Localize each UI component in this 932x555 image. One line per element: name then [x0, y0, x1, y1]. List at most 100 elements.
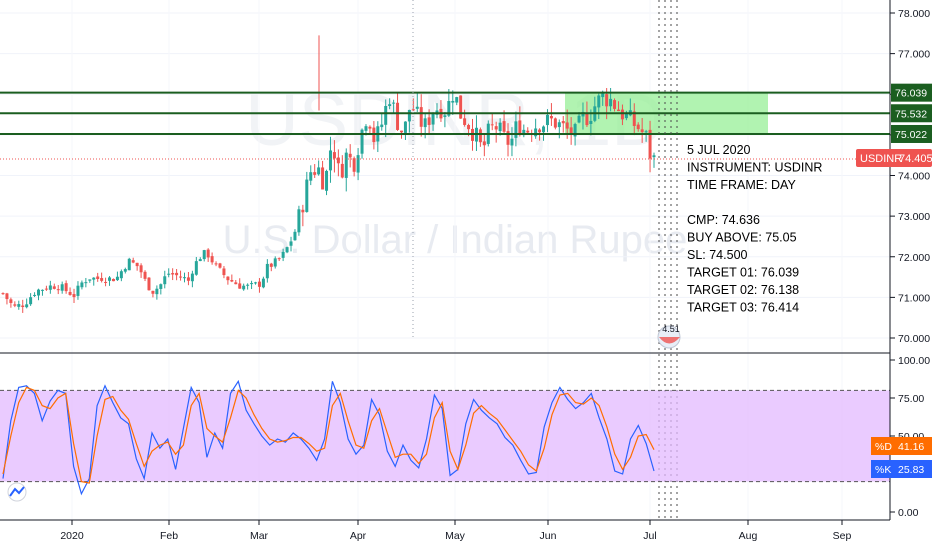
- candle-body: [60, 284, 64, 291]
- candle-body: [210, 256, 214, 263]
- candle-body: [348, 153, 352, 158]
- candle-body: [92, 277, 96, 280]
- candle-body: [644, 131, 648, 133]
- candle-body: [147, 277, 151, 291]
- candle-body: [518, 120, 522, 135]
- candle-body: [589, 120, 593, 124]
- candle-body: [198, 259, 202, 262]
- time-tick-label: Jul: [643, 530, 656, 542]
- candle-body: [455, 97, 459, 103]
- candle-body: [139, 265, 143, 273]
- candle-body: [328, 150, 332, 171]
- candle-body: [25, 304, 29, 308]
- candle-body: [143, 271, 147, 279]
- candle-body: [317, 167, 321, 175]
- candle-body: [119, 271, 123, 279]
- candle-body: [506, 131, 510, 145]
- candle-body: [648, 129, 652, 159]
- annotation-line: SL: 74.500: [687, 248, 748, 262]
- level-tags: 76.039 75.532 75.022: [891, 83, 932, 143]
- candle-body: [356, 155, 360, 173]
- candle-body: [419, 107, 423, 127]
- indicator-tag-bg: [871, 437, 932, 455]
- candle-body: [313, 172, 317, 175]
- price-tick-label: 71.000: [898, 292, 930, 304]
- candle-body: [380, 124, 384, 128]
- time-tick-label: Sep: [833, 530, 852, 542]
- candle-body: [411, 109, 415, 111]
- candle-body: [100, 278, 104, 281]
- indicator-tag-value: 25.83: [898, 464, 924, 476]
- candle-body: [636, 124, 640, 130]
- candle-body: [250, 283, 254, 285]
- candle-body: [159, 284, 163, 289]
- event-badge-label: 4.51: [662, 324, 680, 334]
- candle-body: [242, 285, 246, 290]
- candle-body: [459, 95, 463, 119]
- candle-body: [293, 231, 297, 241]
- stoch-lines: [2, 379, 655, 496]
- candle-body: [478, 129, 482, 143]
- candle-body: [447, 100, 451, 116]
- price-tick-label: 77.000: [898, 49, 930, 61]
- candle-body: [577, 115, 581, 123]
- candle-body: [238, 283, 242, 289]
- candle-body: [344, 152, 348, 178]
- candle-body: [573, 124, 577, 137]
- price-tick-label: 78.000: [898, 8, 930, 20]
- candle-body: [616, 109, 620, 112]
- candle-body: [399, 130, 403, 133]
- annotation-line: TARGET 03: 76.414: [687, 301, 799, 315]
- level-tag-bg: [891, 83, 932, 102]
- candle-body: [246, 284, 250, 286]
- candle-body: [182, 277, 186, 279]
- level-tag-bg: [891, 104, 932, 123]
- candle-body: [64, 283, 68, 292]
- candle-body: [179, 276, 183, 278]
- candle-body: [597, 95, 601, 108]
- flag-icon: [659, 337, 680, 344]
- candle-body: [553, 118, 557, 128]
- price-tick-label: 72.000: [898, 252, 930, 264]
- osc-tick-label: 0.00: [898, 507, 919, 519]
- candle-body: [5, 293, 9, 300]
- candle-body: [510, 138, 514, 146]
- candle-body: [214, 263, 218, 265]
- candle-body: [88, 279, 92, 281]
- level-tag-bg: [891, 124, 932, 143]
- candle-body: [498, 122, 502, 132]
- candle-body: [13, 304, 17, 306]
- candle-body: [155, 288, 159, 295]
- annotation-line: INSTRUMENT: USDINR: [687, 161, 822, 175]
- event-badge[interactable]: 4.51: [657, 324, 681, 349]
- candle-body: [1, 293, 5, 295]
- candle-body: [549, 116, 553, 119]
- candle-body: [640, 129, 644, 133]
- annotation-line: 5 JUL 2020: [687, 143, 751, 157]
- indicator-settings-icon[interactable]: [7, 482, 27, 502]
- candle-body: [388, 104, 392, 106]
- candle-body: [261, 278, 265, 288]
- candle-body: [538, 129, 542, 133]
- candle-body: [522, 129, 526, 136]
- time-tick-label: Feb: [160, 530, 178, 542]
- time-axis[interactable]: 2020 Feb Mar Apr May Jun Jul Aug Sep: [60, 520, 851, 542]
- time-tick-label: Aug: [739, 530, 758, 542]
- candle-body: [111, 278, 115, 282]
- candle-body: [104, 281, 108, 283]
- candle-body: [48, 285, 52, 290]
- candle-body: [309, 172, 313, 181]
- candle-body: [37, 289, 41, 296]
- candle-body: [514, 121, 518, 138]
- candle-body: [257, 281, 261, 287]
- candle-body: [542, 126, 546, 133]
- price-axis[interactable]: 78.00077.00076.00075.00074.00073.00072.0…: [890, 8, 930, 345]
- candle-body: [569, 127, 573, 135]
- candle-body: [423, 118, 427, 128]
- candle-body: [186, 277, 190, 281]
- time-tick-label: Jun: [540, 530, 557, 542]
- candle-body: [76, 285, 80, 296]
- candle-body: [230, 280, 234, 282]
